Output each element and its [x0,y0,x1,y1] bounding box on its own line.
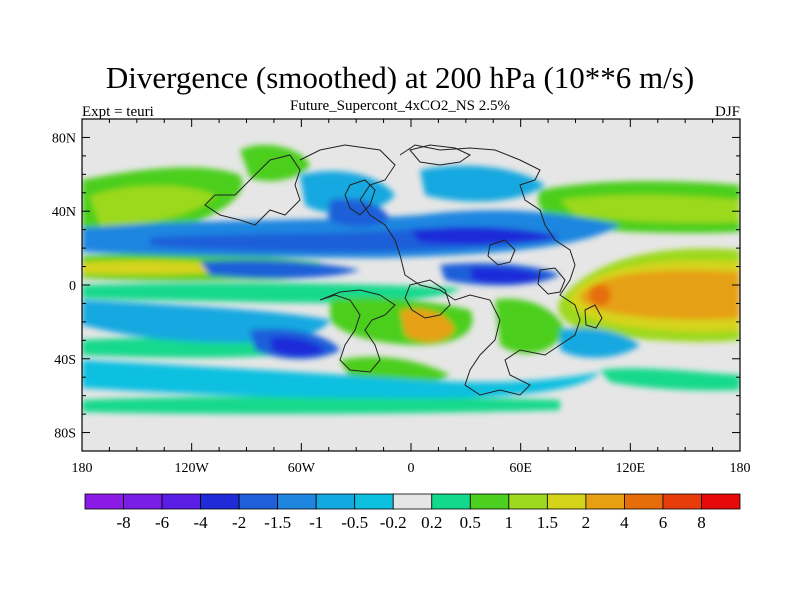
colorbar-label: 1.5 [537,513,558,532]
colorbar-box [123,493,163,510]
x-tick-label: 180 [72,461,93,476]
colorbar-box [84,493,124,510]
divergence-field [82,119,740,451]
colorbar-label: -1 [309,513,323,532]
colorbar-box [161,493,201,510]
colorbar-box [701,493,741,510]
plot-title: Divergence (smoothed) at 200 hPa (10**6 … [105,60,695,95]
x-tick-label: 120E [616,461,646,476]
colorbar-label: -8 [116,513,130,532]
colorbar-label: 4 [620,513,629,532]
y-tick-label: 0 [69,279,76,294]
colorbar-label: 6 [659,513,668,532]
colorbar-label: -6 [155,513,169,532]
plot-subtitle: Future_Supercont_4xCO2_NS 2.5% [290,98,510,114]
season-label: DJF [714,104,740,120]
colorbar-box [546,493,587,510]
coastlines [204,144,603,396]
colorbar-label: -2 [232,513,246,532]
colorbar-label: 2 [582,513,591,532]
colorbar-box [354,493,394,510]
colorbar-labels: -8 -6 -4 -2 -1.5 -1 -0.5 -0.2 0.2 0.5 1 1.5 2 4 6 8 [116,513,705,532]
x-tick-label: 60E [509,461,532,476]
colorbar-box [585,493,625,510]
colorbar-label: 0.5 [460,513,481,532]
colorbar-box [392,493,433,510]
x-axis-ticks: 180 120W 60W 0 60E 120E 180 [72,119,751,476]
colorbar-box [315,493,356,510]
y-tick-label: 80N [52,131,76,146]
x-tick-label: 120W [175,461,210,476]
colorbar-label: -4 [194,513,209,532]
colorbar-box [624,493,664,510]
colorbar-box [277,493,317,510]
divergence-contours [82,145,740,415]
x-tick-label: 0 [408,461,415,476]
colorbar-label: 0.2 [421,513,442,532]
colorbar-label: 1 [505,513,514,532]
y-tick-label: 80S [54,427,76,442]
colorbar [84,493,741,510]
colorbar-label: -1.5 [264,513,291,532]
y-tick-label: 40N [52,205,76,220]
x-tick-label: 60W [288,461,316,476]
colorbar-label: 8 [697,513,706,532]
colorbar-box [469,493,510,510]
colorbar-label: -0.5 [341,513,368,532]
colorbar-box [662,493,702,510]
colorbar-box [200,493,240,510]
colorbar-box [238,493,279,510]
y-tick-label: 40S [54,353,76,368]
y-axis-ticks: 80N 40N 0 40S 80S [52,131,740,442]
colorbar-box [508,493,548,510]
x-tick-label: 180 [730,461,751,476]
colorbar-label: -0.2 [380,513,407,532]
colorbar-box [431,493,471,510]
experiment-label: Expt = teuri [82,104,154,120]
